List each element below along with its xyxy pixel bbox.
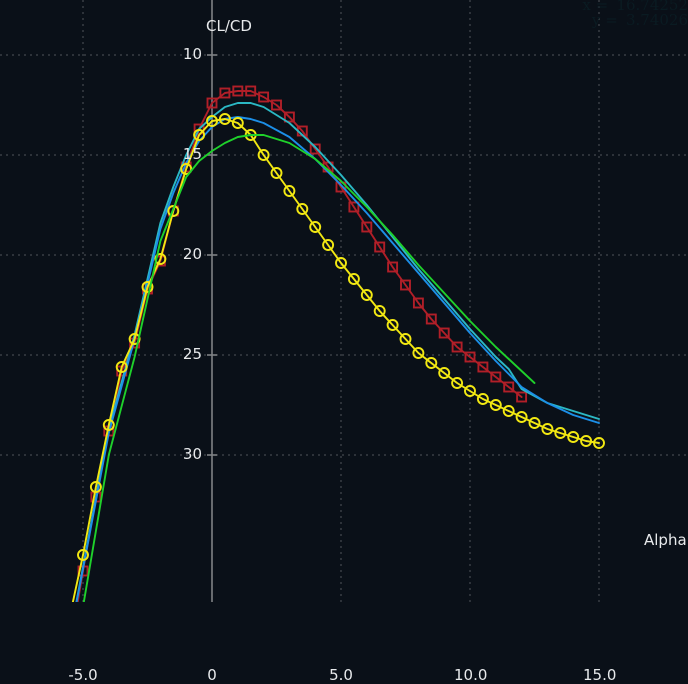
series-marker-3 [502,405,515,417]
axis-lines [207,0,217,602]
series-marker-3 [128,333,141,345]
series-marker-0 [206,97,218,109]
readout-x-equals: = [595,0,609,14]
series-marker-3 [102,419,115,431]
series-marker-0 [232,85,244,97]
x-tick-label: 10.0 [454,666,488,684]
series-marker-0 [219,87,231,99]
series-marker-3 [567,431,580,443]
series-marker-3 [412,347,425,359]
series-marker-3 [554,427,567,439]
readout-y-value: 3.74026 [625,11,688,29]
coordinate-readout: x = 16.74252 y = 3.74026 [560,0,688,28]
series-marker-3 [335,257,347,269]
series-marker-3 [296,203,309,215]
series-marker-3 [373,305,386,317]
chart-background [0,0,688,602]
series-marker-0 [374,241,386,253]
series-marker-3 [438,367,451,379]
y-tick-label: 10 [182,45,202,63]
series-marker-3 [425,357,438,369]
series-marker-0 [412,297,424,309]
series-marker-3 [77,549,89,561]
series-line-1 [75,102,600,602]
series-marker-3 [451,377,464,389]
series-marker-3 [231,117,244,129]
y-tick-label: 15 [182,145,202,163]
series-marker-0 [348,201,360,213]
series-marker-3 [593,437,605,449]
series-marker-3 [283,185,296,197]
series-marker-0 [464,351,476,363]
series-marker-0 [335,181,347,193]
x-tick-label: -5.0 [68,666,98,684]
series-marker-3 [489,399,502,411]
series-line-2 [75,116,600,602]
readout-row-x: x = 16.74252 [560,0,688,13]
series-marker-0 [425,313,437,325]
series-marker-3 [115,361,128,373]
series-marker-3 [322,239,335,251]
series-marker-3 [218,113,231,125]
y-tick-label: 20 [182,245,202,263]
y-axis-title: CL/CD [206,17,252,35]
series-marker-0 [245,85,257,97]
series-marker-3 [154,253,167,265]
series-marker-3 [580,435,593,447]
series-marker-3 [193,129,206,141]
series-marker-0 [516,391,528,403]
series-marker-3 [464,385,476,397]
series-marker-3 [180,163,193,175]
series-marker-0 [309,143,321,155]
y-tick-label: 25 [182,345,202,363]
series-marker-0 [361,221,373,233]
series-marker-3 [476,393,489,405]
y-tick-label: 30 [182,445,202,463]
series-marker-3 [309,221,322,233]
series-marker-0 [271,99,282,111]
series-marker-0 [490,371,502,383]
series-marker-0 [438,327,450,339]
series-marker-3 [167,205,180,217]
series-marker-3 [541,423,554,435]
series-marker-3 [360,289,373,301]
series-marker-3 [206,115,218,127]
readout-y-name: y [591,11,601,29]
data-series-layer [71,85,605,602]
series-line-4 [82,134,536,602]
x-axis-title: Alpha [644,531,687,549]
x-tick-label: 15.0 [583,666,617,684]
series-marker-0 [258,91,270,103]
series-marker-3 [347,273,360,285]
series-marker-3 [386,319,399,331]
x-tick-label: 0 [207,666,217,684]
series-marker-0 [387,261,399,273]
series-marker-3 [257,149,270,161]
x-tick-label: 5.0 [329,666,353,684]
series-marker-0 [503,381,515,393]
series-marker-0 [451,341,463,353]
series-marker-0 [400,279,411,291]
series-marker-3 [528,417,541,429]
readout-y-equals: = [605,11,618,29]
series-marker-3 [89,481,102,493]
series-marker-3 [270,167,283,179]
series-marker-0 [283,111,295,123]
series-marker-3 [141,281,154,293]
series-marker-0 [477,361,489,373]
chart-canvas [0,0,688,602]
readout-x-name: x [582,0,591,14]
series-marker-3 [515,411,528,423]
readout-row-y: y = 3.74026 [560,13,688,28]
series-marker-3 [399,333,412,345]
readout-x-value: 16.74252 [616,0,688,14]
gridlines [0,0,688,602]
